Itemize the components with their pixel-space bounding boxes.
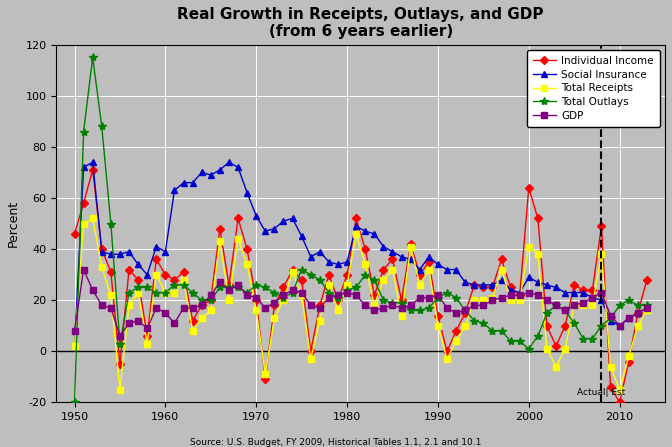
- Individual Income: [643, 277, 651, 283]
- GDP: [79, 267, 87, 272]
- GDP: [116, 333, 124, 339]
- Line: Social Insurance: Social Insurance: [71, 159, 650, 350]
- Individual Income: [398, 298, 406, 303]
- Social Insurance: [362, 228, 370, 234]
- Line: Total Outlays: Total Outlays: [71, 53, 651, 407]
- Individual Income: [153, 257, 161, 262]
- GDP: [407, 303, 415, 308]
- Line: GDP: GDP: [72, 267, 650, 339]
- Total Receipts: [161, 290, 169, 295]
- Individual Income: [71, 231, 79, 236]
- Total Outlays: [398, 300, 406, 305]
- Total Receipts: [452, 338, 460, 344]
- Social Insurance: [89, 160, 97, 165]
- Individual Income: [89, 167, 97, 173]
- Individual Income: [316, 303, 324, 308]
- Total Outlays: [443, 290, 451, 295]
- Y-axis label: Percent: Percent: [7, 200, 20, 247]
- Total Outlays: [153, 290, 161, 295]
- Total Receipts: [89, 216, 97, 221]
- Individual Income: [452, 328, 460, 333]
- Total Receipts: [461, 323, 469, 329]
- Social Insurance: [398, 254, 406, 259]
- Social Insurance: [452, 267, 460, 272]
- Individual Income: [362, 246, 370, 252]
- Total Receipts: [407, 244, 415, 249]
- Social Insurance: [443, 267, 451, 272]
- Title: Real Growth in Receipts, Outlays, and GDP
(from 6 years earlier): Real Growth in Receipts, Outlays, and GD…: [177, 7, 544, 39]
- Legend: Individual Income, Social Insurance, Total Receipts, Total Outlays, GDP: Individual Income, Social Insurance, Tot…: [527, 50, 660, 127]
- Social Insurance: [71, 344, 79, 349]
- Social Insurance: [643, 305, 651, 311]
- Total Outlays: [316, 277, 324, 283]
- Social Insurance: [316, 249, 324, 254]
- Total Outlays: [643, 303, 651, 308]
- Line: Individual Income: Individual Income: [72, 167, 650, 405]
- Total Receipts: [116, 387, 124, 392]
- Total Receipts: [71, 344, 79, 349]
- Total Outlays: [71, 400, 79, 405]
- GDP: [370, 308, 378, 313]
- Text: Source: U.S. Budget, FY 2009, Historical Tables 1.1, 2.1 and 10.1: Source: U.S. Budget, FY 2009, Historical…: [190, 438, 482, 447]
- GDP: [325, 295, 333, 300]
- GDP: [452, 310, 460, 316]
- Total Receipts: [643, 308, 651, 313]
- Social Insurance: [153, 244, 161, 249]
- Total Outlays: [452, 295, 460, 300]
- GDP: [461, 308, 469, 313]
- GDP: [161, 310, 169, 316]
- Line: Total Receipts: Total Receipts: [72, 215, 650, 392]
- GDP: [71, 328, 79, 333]
- Individual Income: [616, 400, 624, 405]
- Total Receipts: [370, 303, 378, 308]
- Total Outlays: [362, 272, 370, 277]
- Total Receipts: [325, 282, 333, 287]
- GDP: [643, 305, 651, 311]
- Text: Actual| Est: Actual| Est: [577, 388, 626, 397]
- Total Outlays: [89, 55, 97, 60]
- Individual Income: [443, 349, 451, 354]
